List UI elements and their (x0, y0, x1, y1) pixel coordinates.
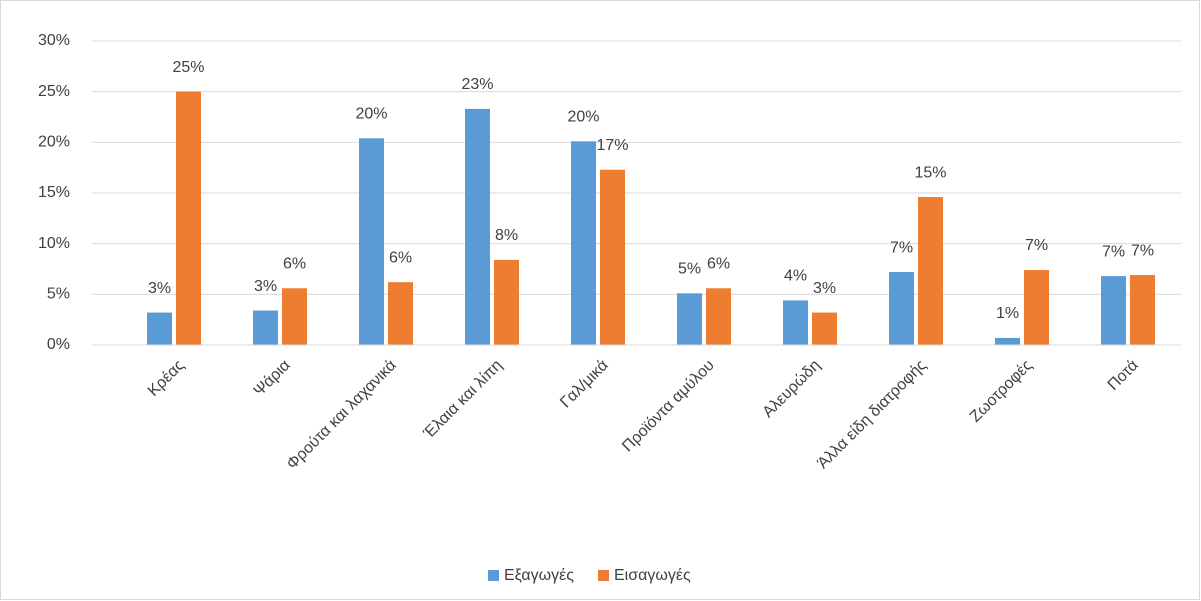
bar (706, 288, 731, 345)
y-tick-label: 15% (38, 184, 70, 201)
data-label: 20% (355, 105, 387, 122)
data-label: 23% (461, 76, 493, 93)
data-label: 7% (1131, 242, 1154, 259)
bar (176, 91, 201, 346)
y-tick-label: 20% (38, 134, 70, 151)
y-tick-label: 0% (47, 336, 70, 353)
data-label: 6% (707, 255, 730, 272)
data-label: 3% (254, 278, 277, 295)
data-label: 7% (890, 239, 913, 256)
data-label: 25% (172, 59, 204, 76)
bar (571, 141, 596, 345)
legend-swatch (598, 570, 609, 581)
bar (677, 293, 702, 345)
y-tick-label: 25% (38, 83, 70, 100)
bar (282, 288, 307, 345)
bar (359, 138, 384, 345)
bar (465, 108, 490, 345)
legend-swatch (488, 570, 499, 581)
data-label: 15% (914, 164, 946, 181)
data-label: 20% (567, 109, 599, 126)
data-label: 6% (283, 255, 306, 272)
bar (1130, 275, 1155, 345)
y-tick-label: 10% (38, 235, 70, 252)
data-label: 17% (596, 137, 628, 154)
bar (253, 310, 278, 345)
bar (783, 300, 808, 345)
bar (388, 282, 413, 345)
bar (995, 337, 1020, 345)
data-label: 3% (813, 280, 836, 297)
bar (600, 169, 625, 345)
bar (1024, 270, 1049, 345)
bar (494, 259, 519, 345)
bar (812, 312, 837, 345)
bar (147, 312, 172, 345)
data-label: 7% (1102, 243, 1125, 260)
y-tick-label: 30% (38, 32, 70, 49)
bar (889, 272, 914, 345)
legend-label: Εξαγωγές (504, 567, 574, 584)
bar (918, 197, 943, 345)
bar (1101, 276, 1126, 345)
data-label: 1% (996, 305, 1019, 322)
data-label: 8% (495, 227, 518, 244)
data-label: 5% (678, 261, 701, 278)
data-label: 7% (1025, 237, 1048, 254)
data-label: 6% (389, 249, 412, 266)
data-label: 3% (148, 280, 171, 297)
legend-label: Εισαγωγές (614, 567, 691, 584)
data-label: 4% (784, 268, 807, 285)
y-tick-label: 5% (47, 286, 70, 303)
